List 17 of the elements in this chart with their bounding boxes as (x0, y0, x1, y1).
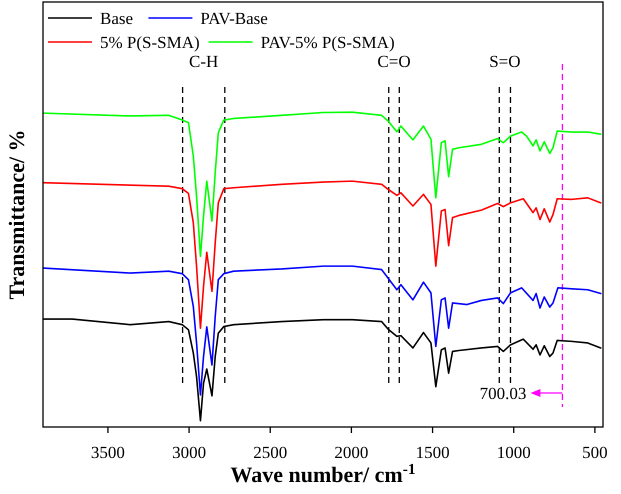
y-axis-title: Transmittance/ % (4, 129, 29, 300)
x-tick-label: 500 (582, 443, 608, 462)
x-tick-label: 3000 (172, 443, 206, 462)
x-tick-label: 3500 (90, 443, 125, 462)
ref-line-label: 700.03 (480, 384, 526, 403)
x-tick-label: 2500 (253, 443, 288, 462)
x-tick-label: 1000 (496, 443, 531, 462)
legend-label: PAV-5% P(S-SMA) (260, 33, 395, 52)
text: S=O (489, 52, 521, 71)
legend-label: Base (100, 9, 134, 28)
legend-label: 5% P(S-SMA) (100, 33, 200, 52)
x-axis-title: Wave number/ cm$^{-1}$ (230, 460, 416, 487)
text: C=O (377, 52, 411, 71)
x-tick-label: 1500 (416, 443, 450, 462)
legend-label: PAV-Base (200, 9, 268, 28)
x-tick-label: 2000 (334, 443, 368, 462)
text: C-H (189, 52, 218, 71)
